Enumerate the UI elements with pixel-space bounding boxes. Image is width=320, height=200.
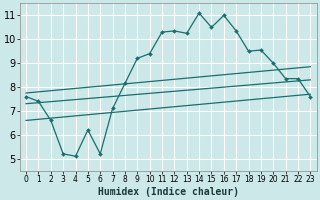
- X-axis label: Humidex (Indice chaleur): Humidex (Indice chaleur): [98, 186, 239, 197]
